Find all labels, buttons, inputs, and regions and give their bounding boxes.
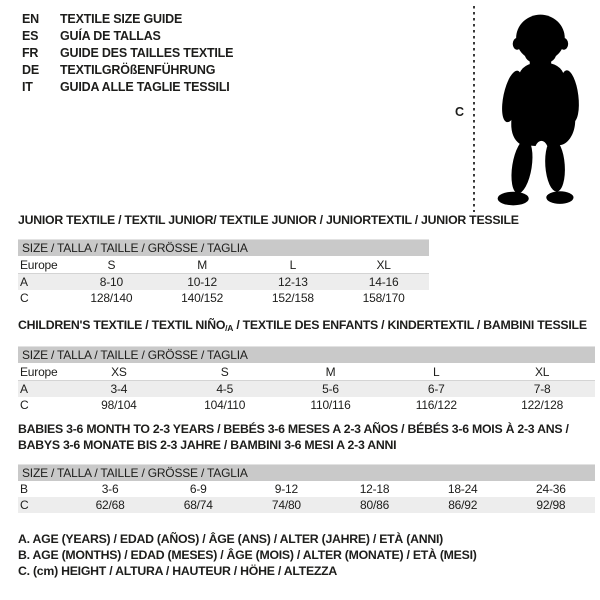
junior-size-header-label: SIZE / TALLA / TAILLE / GRÖSSE / TAGLIA (18, 239, 429, 256)
table-cell: 3-6 (101, 482, 119, 496)
children-row-a: A 3-4 4-5 5-6 6-7 7-8 (18, 380, 595, 397)
children-size-header-label: SIZE / TALLA / TAILLE / GRÖSSE / TAGLIA (18, 346, 595, 363)
table-cell: 24-36 (536, 482, 566, 496)
table-cell: 62/68 (95, 498, 125, 512)
babies-row-c-label: C (20, 498, 29, 512)
children-row-c: C 98/104 104/110 110/116 116/122 122/128 (18, 397, 595, 413)
lang-title-de: TEXTILGRÖßENFÜHRUNG (60, 63, 216, 77)
table-cell: 12-18 (359, 482, 390, 496)
table-cell: 9-12 (274, 482, 298, 496)
children-col-m: M (277, 363, 384, 381)
table-cell: 5-6 (322, 382, 339, 396)
children-row-a-label: A (20, 382, 28, 396)
table-cell: 152/158 (271, 291, 314, 305)
table-cell: 8-10 (99, 275, 123, 289)
babies-title-line1: BABIES 3-6 MONTH TO 2-3 YEARS / BEBÉS 3-… (18, 422, 569, 436)
lang-code-es: ES (22, 29, 39, 43)
lang-row-es: ES GUÍA DE TALLAS (22, 28, 233, 45)
babies-size-table: SIZE / TALLA / TAILLE / GRÖSSE / TAGLIA … (18, 464, 595, 513)
junior-columns-row: Europe S M L XL (18, 256, 429, 274)
table-cell: 140/152 (181, 291, 224, 305)
lang-row-fr: FR GUIDE DES TAILLES TEXTILE (22, 45, 233, 62)
junior-row-a: A 8-10 10-12 12-13 14-16 (18, 273, 429, 290)
junior-col-s: S (66, 256, 157, 274)
table-cell: 116/122 (415, 398, 457, 412)
children-title-part1: CHILDREN'S TEXTILE / TEXTIL NIÑO (18, 318, 226, 332)
table-cell: 14-16 (368, 275, 399, 289)
table-cell: 110/116 (310, 398, 351, 412)
table-cell: 158/170 (362, 291, 405, 305)
junior-row-a-label: A (20, 275, 28, 289)
footnote-c: C. (cm) HEIGHT / ALTURA / HAUTEUR / HÖHE… (18, 564, 338, 579)
junior-col-xl: XL (338, 256, 429, 274)
table-cell: 7-8 (533, 382, 551, 396)
children-row-c-label: C (20, 398, 29, 412)
children-section-title: CHILDREN'S TEXTILE / TEXTIL NIÑO/A / TEX… (18, 317, 587, 336)
lang-row-de: DE TEXTILGRÖßENFÜHRUNG (22, 62, 233, 79)
table-cell: 86/92 (448, 498, 478, 512)
height-dotted-line (473, 6, 475, 212)
junior-size-header-bar: SIZE / TALLA / TAILLE / GRÖSSE / TAGLIA (18, 239, 429, 256)
children-size-header-bar: SIZE / TALLA / TAILLE / GRÖSSE / TAGLIA (18, 346, 595, 363)
toddler-silhouette-icon (497, 14, 579, 206)
junior-col-l: L (247, 256, 339, 274)
babies-section-title: BABIES 3-6 MONTH TO 2-3 YEARS / BEBÉS 3-… (18, 421, 569, 453)
junior-row-c-label: C (20, 291, 29, 305)
table-cell: 4-5 (216, 382, 234, 396)
table-cell: 18-24 (447, 482, 478, 496)
junior-size-table: SIZE / TALLA / TAILLE / GRÖSSE / TAGLIA … (18, 239, 429, 306)
children-col-xl: XL (489, 363, 595, 381)
babies-row-b-label: B (20, 482, 28, 496)
table-cell: 10-12 (187, 275, 217, 289)
lang-title-en: TEXTILE SIZE GUIDE (60, 12, 183, 26)
children-columns-row: Europe XS S M L XL (18, 363, 595, 381)
children-title-subscript: /A (225, 323, 234, 333)
babies-size-header-bar: SIZE / TALLA / TAILLE / GRÖSSE / TAGLIA (18, 464, 595, 481)
table-cell: 128/140 (90, 291, 133, 305)
footnotes: A. AGE (YEARS) / EDAD (AÑOS) / ÂGE (ANS)… (18, 531, 477, 580)
table-cell: 68/74 (183, 498, 213, 512)
table-cell: 74/80 (271, 498, 301, 512)
children-size-table: SIZE / TALLA / TAILLE / GRÖSSE / TAGLIA … (18, 346, 595, 413)
footnote-a: A. AGE (YEARS) / EDAD (AÑOS) / ÂGE (ANS)… (18, 532, 443, 546)
table-cell: 12-13 (278, 275, 308, 289)
lang-row-en: EN TEXTILE SIZE GUIDE (22, 11, 233, 28)
lang-title-it: GUIDA ALLE TAGLIE TESSILI (60, 80, 230, 94)
lang-code-it: IT (22, 80, 33, 94)
babies-size-header-label: SIZE / TALLA / TAILLE / GRÖSSE / TAGLIA (18, 464, 595, 481)
table-cell: 80/86 (360, 498, 390, 512)
babies-row-b: B 3-6 6-9 9-12 12-18 18-24 24-36 (18, 481, 595, 497)
language-title-list: EN TEXTILE SIZE GUIDE ES GUÍA DE TALLAS … (22, 11, 233, 96)
table-cell: 122/128 (521, 398, 564, 412)
table-cell: 6-7 (427, 382, 445, 396)
table-cell: 3-4 (110, 382, 128, 396)
junior-row-c: C 128/140 140/152 152/158 158/170 (18, 290, 429, 306)
children-col-xs: XS (66, 363, 172, 381)
table-cell: 98/104 (101, 398, 137, 412)
lang-code-de: DE (22, 63, 39, 77)
table-cell: 6-9 (189, 482, 207, 496)
junior-col-m: M (156, 256, 248, 274)
height-measure-label: C (455, 105, 465, 119)
table-cell: 92/98 (536, 498, 566, 512)
children-col-s: S (171, 363, 278, 381)
table-cell: 104/110 (204, 398, 246, 412)
children-title-part2: / TEXTILE DES ENFANTS / KINDERTEXTIL / B… (233, 318, 587, 332)
lang-title-es: GUÍA DE TALLAS (60, 29, 161, 43)
footnote-b: B. AGE (MONTHS) / EDAD (MESES) / ÂGE (MO… (18, 548, 477, 563)
junior-col-europe: Europe (18, 256, 66, 274)
lang-code-fr: FR (22, 46, 39, 60)
babies-row-c: C 62/68 68/74 74/80 80/86 86/92 92/98 (18, 497, 595, 513)
junior-section-title: JUNIOR TEXTILE / TEXTIL JUNIOR/ TEXTILE … (18, 213, 519, 227)
children-col-l: L (383, 363, 490, 381)
children-col-europe: Europe (18, 363, 66, 381)
lang-code-en: EN (22, 12, 39, 26)
lang-row-it: IT GUIDA ALLE TAGLIE TESSILI (22, 79, 233, 96)
lang-title-fr: GUIDE DES TAILLES TEXTILE (60, 46, 234, 60)
babies-title-line2: BABYS 3-6 MONATE BIS 2-3 JAHRE / BAMBINI… (18, 438, 397, 452)
